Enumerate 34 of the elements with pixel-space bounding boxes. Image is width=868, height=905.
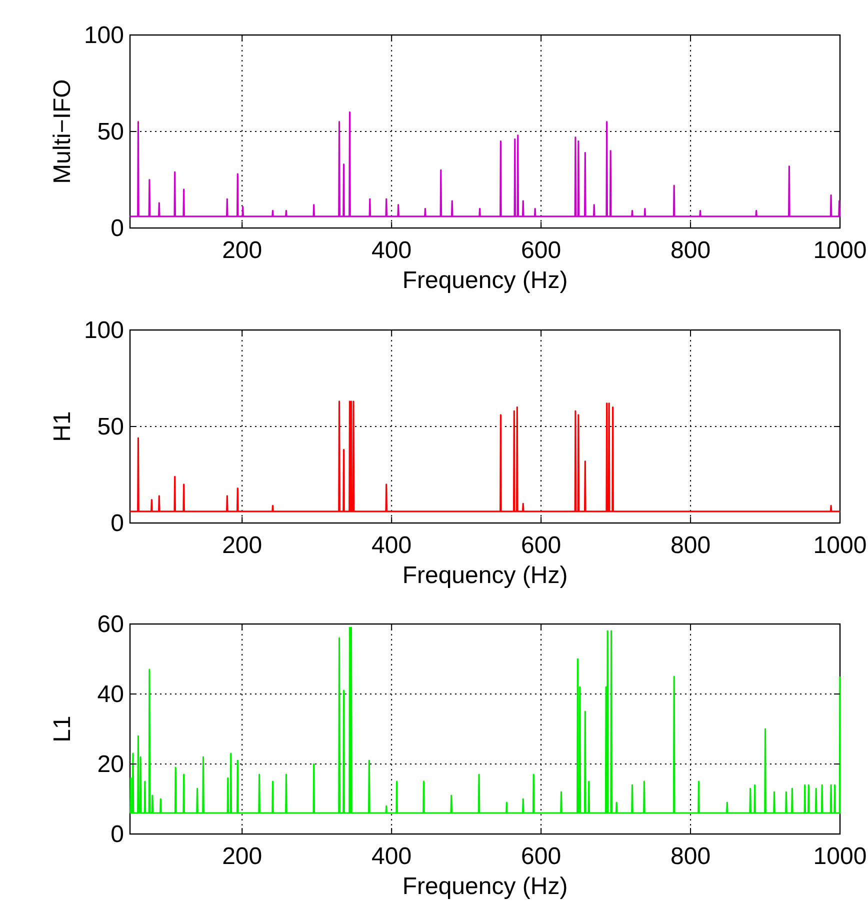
x-tick-label: 600 [521,843,562,870]
y-tick-label: 100 [84,317,124,344]
y-tick-label: 20 [97,751,124,778]
x-tick-label: 400 [372,843,412,870]
x-tick-label: 800 [670,532,711,559]
x-axis-title: Frequency (Hz) [402,562,568,589]
line-series [129,111,841,218]
line-series [129,626,841,814]
y-tick-label: 100 [84,22,124,49]
x-tick-label: 800 [670,237,711,264]
x-tick-label: 400 [372,532,412,559]
x-tick-label: 200 [222,843,262,870]
y-tick-label: 50 [97,118,124,146]
x-tick-label: 1000 [813,237,867,264]
y-tick-label: 0 [110,510,124,537]
x-tick-label: 1000 [813,843,867,870]
x-axis-title: Frequency (Hz) [402,873,568,900]
x-tick-label: 200 [222,532,262,559]
x-tick-label: 1000 [813,532,867,559]
y-tick-label: 40 [97,681,124,708]
x-tick-label: 600 [521,532,562,559]
y-axis-title: Multi−IFO [49,79,76,184]
x-tick-label: 200 [222,237,262,264]
y-axis-title: L1 [49,716,76,742]
y-axis-title: H1 [49,411,76,442]
y-tick-label: 50 [97,414,124,440]
x-axis-title: Frequency (Hz) [402,267,568,294]
y-tick-label: 60 [97,611,124,638]
x-tick-label: 800 [670,843,711,870]
x-tick-label: 400 [372,237,412,264]
y-tick-label: 0 [110,215,124,242]
x-tick-label: 600 [521,237,562,264]
y-tick-label: 0 [110,821,124,848]
line-series [129,400,841,512]
